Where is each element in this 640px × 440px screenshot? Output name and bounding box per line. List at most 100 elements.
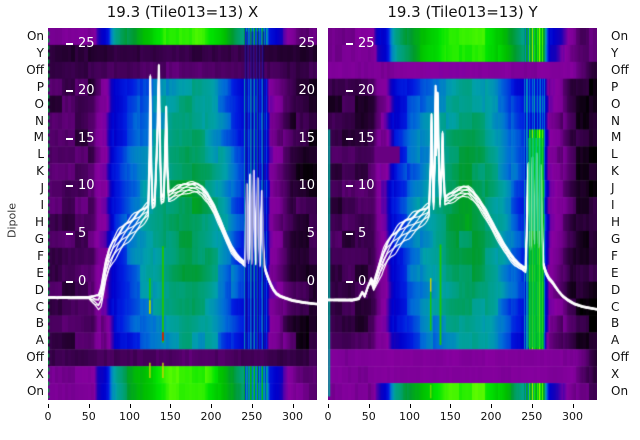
x-tick-label: 50 — [81, 410, 96, 423]
inner-tick-label-left: 10 — [346, 178, 375, 194]
dipole-label-left: Y — [36, 45, 44, 60]
tick-dash-icon — [66, 137, 73, 140]
inner-tick-label-left: 20 — [346, 83, 375, 99]
dipole-label-right: On — [611, 384, 629, 399]
x-tick-label: 200 — [480, 410, 502, 423]
dipole-label-left: I — [40, 198, 44, 213]
heatmap-canvas-y — [328, 28, 597, 400]
dipole-label-left: On — [26, 28, 44, 43]
dipole-label-right: I — [611, 198, 615, 213]
dipole-label-left: M — [33, 130, 44, 145]
x-tick-mark — [368, 404, 370, 408]
dipole-label-left: Off — [26, 62, 44, 77]
dipole-label-left: N — [35, 113, 44, 128]
x-tick-mark — [88, 404, 90, 408]
x-tick-mark — [328, 404, 329, 408]
inner-tick-label-right: 15 — [298, 130, 315, 146]
dipole-label-left: G — [34, 231, 44, 246]
x-tick-mark — [531, 404, 533, 408]
dipole-label-left: B — [35, 316, 44, 331]
dipole-label-right: B — [611, 316, 620, 331]
dipole-label-right: J — [611, 181, 615, 196]
tick-dash-icon — [346, 137, 353, 140]
dipole-label-left: A — [35, 333, 44, 348]
x-tick-label: 100 — [119, 410, 140, 423]
dipole-label-right: A — [611, 333, 620, 348]
dipole-label-left: O — [34, 96, 44, 111]
tick-dash-icon — [346, 42, 353, 45]
x-tick-mark — [572, 404, 574, 408]
tick-dash-icon — [346, 185, 353, 188]
inner-tick-label-left: 0 — [66, 274, 86, 290]
inner-tick-label-left: 15 — [66, 131, 95, 147]
inner-tick-label-left: 20 — [66, 83, 95, 99]
inner-tick-label-right: 20 — [298, 83, 315, 99]
x-tick-label: 0 — [44, 410, 52, 423]
dipole-label-right: Off — [611, 350, 629, 365]
tick-dash-icon — [346, 90, 353, 93]
tick-dash-icon — [66, 232, 73, 235]
dipole-label-right: L — [611, 147, 618, 162]
x-tick-label: 0 — [324, 410, 332, 423]
x-tick-mark — [491, 404, 493, 408]
inner-tick-label-left: 15 — [346, 131, 375, 147]
tick-dash-icon — [66, 90, 73, 93]
dipole-label-right: F — [611, 248, 618, 263]
x-tick-mark — [251, 404, 253, 408]
x-tick-label: 300 — [282, 410, 304, 423]
dipole-label-right: H — [611, 214, 621, 229]
dipole-label-right: P — [611, 79, 619, 94]
x-tick-label: 100 — [399, 410, 420, 423]
dipole-label-right: O — [611, 96, 621, 111]
x-tick-mark — [48, 404, 49, 408]
dipole-label-right: E — [611, 265, 619, 280]
left-panel-title: 19.3 (Tile013=13) X — [106, 3, 259, 21]
dipole-label-left: On — [26, 384, 44, 399]
tick-dash-icon — [66, 42, 73, 45]
x-tick-mark — [211, 404, 213, 408]
dipole-label-left: H — [34, 214, 44, 229]
heatmap-canvas-x — [48, 28, 317, 400]
x-tick-mark — [450, 404, 452, 408]
inner-tick-label-right: 10 — [298, 178, 315, 194]
x-tick-label: 50 — [361, 410, 376, 423]
x-tick-mark — [129, 404, 131, 408]
tick-dash-icon — [346, 232, 353, 235]
dipole-label-left: J — [40, 181, 44, 196]
dipole-label-right: Y — [611, 45, 619, 60]
inner-tick-label-right: 0 — [306, 273, 315, 289]
inner-tick-label-left: 5 — [346, 226, 366, 242]
inner-tick-label-left: 25 — [346, 36, 375, 52]
inner-tick-label-right: 25 — [298, 35, 315, 51]
dipole-label-right: C — [611, 299, 620, 314]
x-tick-label: 250 — [521, 410, 543, 423]
heatmap-panel-x: 25 25 20 20 15 15 10 10 5 5 0 0 — [48, 28, 317, 400]
dipole-label-right: K — [611, 164, 619, 179]
tick-dash-icon — [346, 280, 353, 283]
x-tick-mark — [292, 404, 294, 408]
dipole-label-left: Off — [26, 350, 44, 365]
dipole-label-right: X — [611, 367, 620, 382]
inner-tick-label-left: 0 — [346, 274, 366, 290]
x-tick-label: 250 — [241, 410, 263, 423]
dipole-label-left: F — [37, 248, 44, 263]
dipole-label-right: D — [611, 282, 621, 297]
heatmap-panel-y: 25 20 15 10 5 0 — [328, 28, 597, 400]
dipole-label-left: L — [37, 147, 44, 162]
x-tick-mark — [170, 404, 172, 408]
x-tick-label: 200 — [200, 410, 222, 423]
tick-dash-icon — [66, 280, 73, 283]
dipole-label-right: G — [611, 231, 621, 246]
inner-tick-label-left: 10 — [66, 178, 95, 194]
inner-tick-label-left: 5 — [66, 226, 86, 242]
dipole-label-left: C — [35, 299, 44, 314]
x-tick-mark — [409, 404, 411, 408]
x-tick-label: 300 — [562, 410, 584, 423]
dipole-label-left: E — [36, 265, 44, 280]
dipole-label-right: M — [611, 130, 622, 145]
x-tick-label: 150 — [439, 410, 461, 423]
inner-tick-label-left: 25 — [66, 36, 95, 52]
dipole-label-left: X — [35, 367, 44, 382]
dipole-label-left: K — [36, 164, 44, 179]
